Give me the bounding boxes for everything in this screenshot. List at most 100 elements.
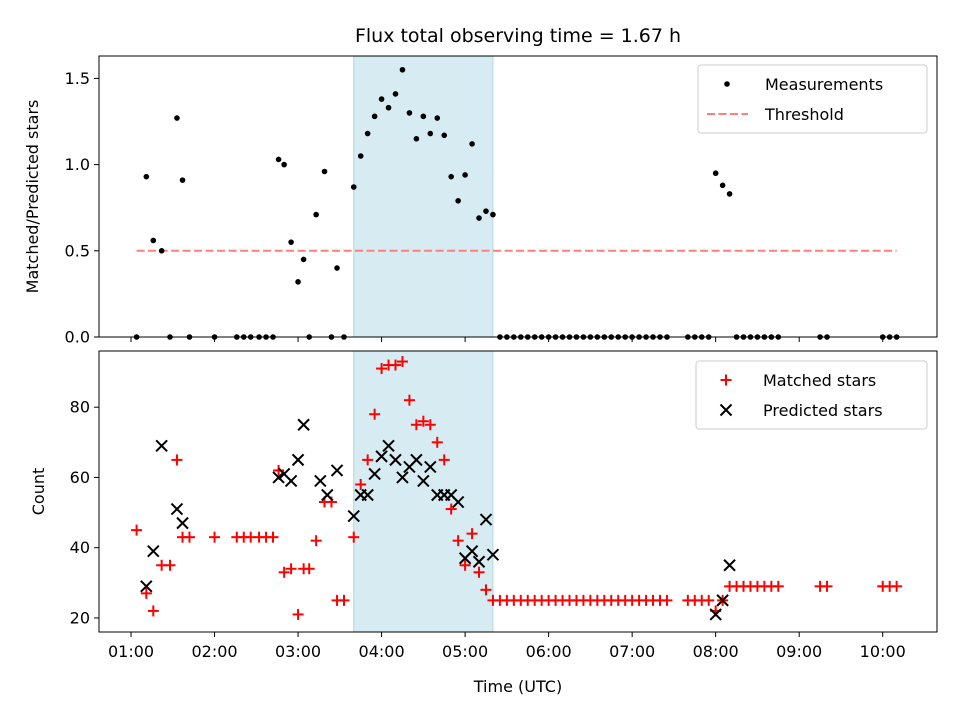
measurement-point [469,141,475,147]
bottom-legend-box [695,360,928,430]
predicted-star-point [375,450,388,463]
predicted-star-point [723,559,736,572]
measurement-point [150,237,157,244]
predicted-star-point [314,474,327,488]
legend-marker-measurements [724,81,730,87]
top-y-axis-label: Matched/Predicted stars [23,100,42,294]
measurement-point [143,173,150,180]
measurement-point [357,153,364,159]
matched-star-point [473,566,485,578]
top-legend: Measurements Threshold [697,64,928,134]
measurement-point [288,239,294,245]
measurement-point [174,115,180,121]
predicted-star-point [368,467,381,481]
predicted-star-point [147,545,160,558]
predicted-star-point [170,502,184,516]
measurement-point [371,113,378,120]
matched-star-point [303,563,315,575]
measurement-point [434,115,441,121]
x-tick-label: 02:00 [191,642,237,661]
matched-star-point [410,419,422,431]
measurement-point [399,66,406,73]
predicted-star-point [347,509,360,523]
measurement-point [295,279,301,285]
measurement-point [476,215,482,221]
measurement-point [483,208,489,214]
measurement-point [158,248,165,254]
measurement-point [300,256,307,263]
matched-star-point [891,580,903,592]
measurement-point [420,113,427,120]
matched-star-point [131,524,143,536]
legend-label-measurements: Measurements [765,75,883,94]
matched-star-point [267,531,279,543]
measurement-point [719,182,726,189]
measurement-point [179,177,186,183]
matched-star-point [376,363,388,375]
x-tick-label: 03:00 [275,642,321,661]
bottom-y-ticks: 20 40 60 80 [70,398,99,627]
matched-star-point [209,531,221,543]
matched-star-point [403,394,415,406]
matched-star-point [480,584,492,596]
bottom-legend: Matched stars Predicted stars [695,360,928,430]
matched-star-point [171,454,183,466]
predicted-star-point [321,488,334,502]
predicted-star-point [396,471,409,484]
top-axes-frame [98,55,938,338]
predicted-star-point [176,516,189,530]
predicted-star-point [382,439,395,453]
matched-star-point [369,408,381,420]
measurement-point [413,135,420,142]
matched-star-point [292,608,304,620]
y-tick-label: 0.0 [65,328,90,347]
matched-star-point [285,563,297,575]
predicted-star-point [361,488,374,502]
matched-star-point [445,503,457,515]
matched-star-point [424,419,436,431]
legend-plus [720,374,732,386]
top-legend-box [697,64,928,134]
x-tick-label: 06:00 [526,642,572,661]
matched-star-point [390,359,402,371]
measurement-point [313,211,319,218]
matched-star-point [417,415,429,427]
legend-label-threshold: Threshold [764,105,844,124]
predicted-star-point [291,453,305,467]
measurement-point [490,211,496,218]
predicted-star-point [389,453,402,467]
measurement-point [350,184,357,190]
top-panel: 0.0 0.5 1.0 1.5 Flux total observing time =… [23,25,938,347]
bottom-axes-frame [98,350,938,633]
matched-star-point [348,531,360,543]
measurement-point [427,130,434,137]
predicted-star-point [140,580,153,593]
matched-star-point [355,478,367,490]
y-tick-label: 80 [70,398,90,417]
predicted-star-point [472,555,486,568]
matched-star-point [459,559,471,571]
legend-label-predicted-stars: Predicted stars [763,401,883,420]
measurement-point [281,161,287,168]
predicted-star-point [479,513,493,526]
matched-star-point [703,594,715,606]
predicted-star-point [410,453,423,467]
highlight-span-rect [353,56,493,337]
matched-star-point [396,356,408,368]
measurement-point [275,156,282,163]
x-tick-label: 09:00 [776,642,822,661]
predicted-star-point [709,608,722,621]
predicted-star-point [417,474,430,488]
matched-star-point [140,587,152,599]
predicted-star-point [451,495,465,509]
y-tick-label: 40 [70,538,90,557]
x-tick-label: 10:00 [860,642,906,661]
matched-star-point [278,566,290,578]
measurement-point [378,96,385,102]
top-y-ticks: 0.0 0.5 1.0 1.5 [65,69,99,347]
highlight-span-rect [353,351,493,632]
predicted-star-point [297,418,310,431]
chart-title: Flux total observing time = 1.67 h [355,25,681,47]
top-highlight-span [353,56,494,337]
